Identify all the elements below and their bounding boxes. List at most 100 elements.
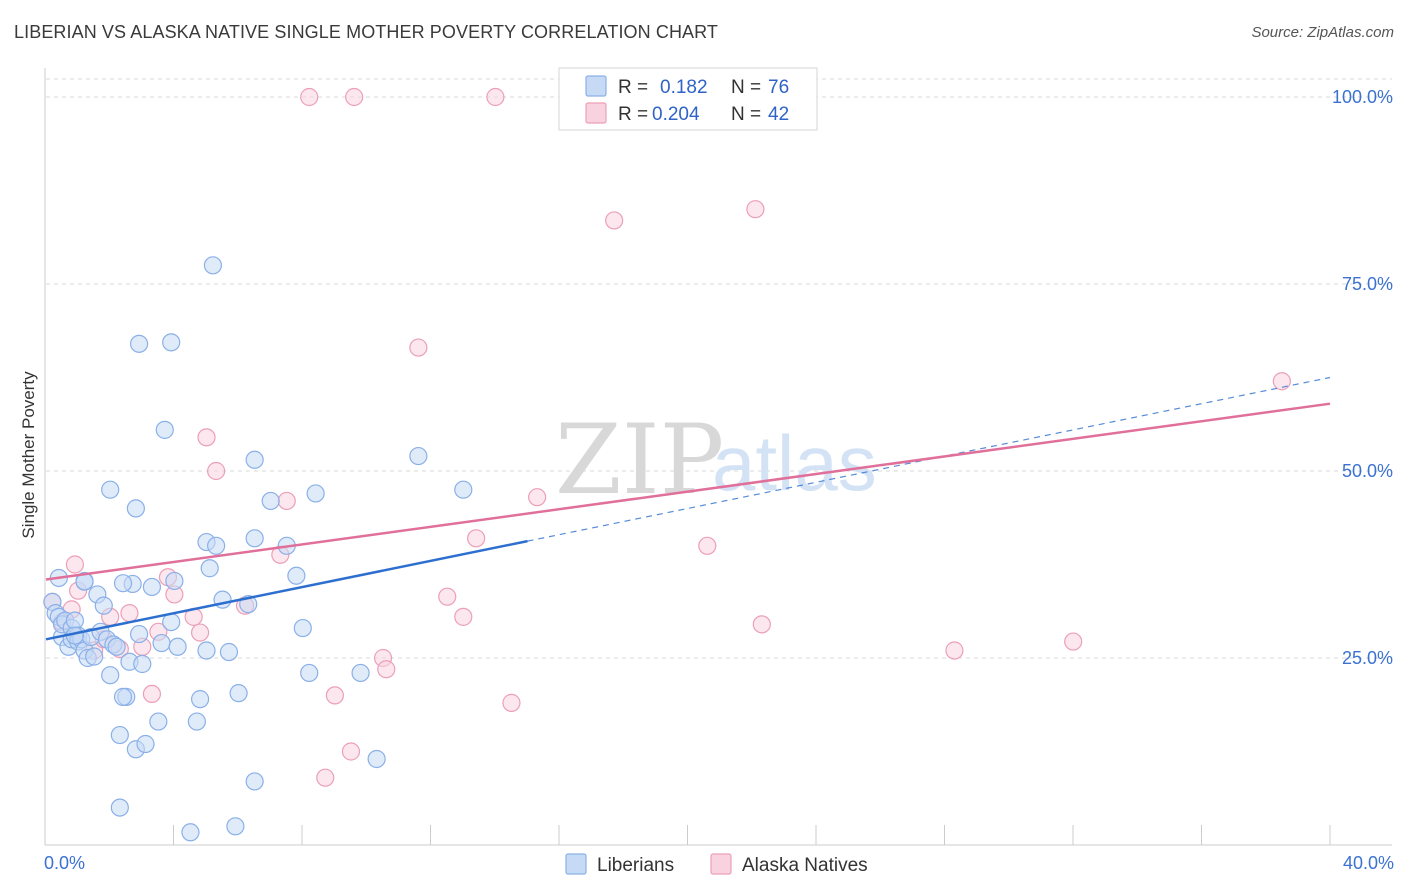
grid-layer <box>46 78 1392 659</box>
chart-title: LIBERIAN VS ALASKA NATIVE SINGLE MOTHER … <box>14 22 719 42</box>
alaska-point <box>945 641 964 660</box>
liberian-point <box>129 334 149 353</box>
liberian-point <box>367 749 386 769</box>
liberian-point <box>300 663 319 683</box>
liberian-point <box>287 566 306 585</box>
x-tick-labels: 0.0% 40.0% <box>44 853 1394 873</box>
liberian-point <box>306 484 325 503</box>
alaska-point <box>1064 632 1083 651</box>
liberian-point <box>409 446 428 466</box>
bottom-legend-label-liberians: Liberians <box>597 855 674 876</box>
alaska-point <box>207 461 226 481</box>
liberian-point <box>101 480 120 499</box>
liberian-point <box>226 817 245 836</box>
watermark: ZIP atlas <box>555 404 877 516</box>
liberian-point <box>165 571 184 591</box>
liberian-point <box>107 637 126 656</box>
liberian-point <box>155 420 174 439</box>
liberians-trend-line <box>45 539 528 641</box>
alaska-point <box>325 686 344 705</box>
liberian-point <box>200 559 219 578</box>
alaska-point <box>502 693 521 712</box>
top-legend: R = 0.182 N = 76 R = 0.204 N = 42 <box>558 67 818 131</box>
liberian-point <box>245 772 264 791</box>
y-tick-label-75: 75.0% <box>1342 274 1393 294</box>
liberian-point <box>129 624 149 644</box>
alaska-point <box>1272 372 1291 391</box>
alaska-point <box>746 200 765 219</box>
liberian-point <box>207 536 226 555</box>
legend-r-label-alaska: R = <box>618 104 648 125</box>
alaska-point <box>486 87 505 107</box>
liberian-point <box>187 712 206 731</box>
alaska-point <box>345 87 364 107</box>
trend-lines <box>45 376 1331 641</box>
bottom-legend: Liberians Alaska Natives <box>565 853 868 876</box>
legend-swatch-liberians <box>585 75 607 97</box>
liberian-point <box>101 666 120 685</box>
liberian-point <box>149 712 168 731</box>
liberian-point <box>181 823 200 842</box>
liberian-point <box>110 798 129 817</box>
alaska-point <box>120 604 139 623</box>
alaska-point <box>341 742 361 761</box>
alaska-point <box>698 536 717 555</box>
alaska-point <box>142 684 162 704</box>
liberian-point <box>110 725 129 745</box>
liberian-point <box>203 256 223 275</box>
legend-n-value-liberians: 76 <box>768 77 789 98</box>
bottom-legend-swatch-liberians <box>565 853 587 875</box>
x-tick-label-max: 40.0% <box>1343 853 1394 873</box>
liberian-point <box>126 499 145 518</box>
liberian-point <box>219 642 239 662</box>
alaska-trend-line <box>45 402 1331 581</box>
liberian-point <box>261 491 280 511</box>
legend-swatch-alaska <box>585 102 607 124</box>
liberian-point <box>293 618 312 638</box>
liberian-point <box>113 687 133 706</box>
liberian-point <box>168 637 187 656</box>
alaska-point <box>752 615 771 634</box>
alaska-point <box>467 529 486 548</box>
alaska-point <box>190 623 210 642</box>
liberian-point <box>133 654 152 674</box>
liberian-point <box>162 333 181 352</box>
liberian-point <box>245 450 264 469</box>
y-tick-labels: 25.0% 50.0% 75.0% 100.0% <box>1332 87 1393 668</box>
legend-n-value-alaska: 42 <box>768 104 789 125</box>
legend-r-value-liberians: 0.182 <box>660 77 708 98</box>
y-tick-label-50: 50.0% <box>1342 461 1393 481</box>
y-tick-label-100: 100.0% <box>1332 87 1393 107</box>
liberian-point <box>85 647 104 666</box>
legend-r-label-liberians: R = <box>618 77 648 98</box>
alaska-point <box>65 555 84 574</box>
liberian-point <box>229 684 248 703</box>
watermark-atlas: atlas <box>712 419 877 507</box>
alaska-point <box>438 587 457 606</box>
y-axis-title: Single Mother Poverty <box>19 371 38 539</box>
liberian-point <box>351 663 370 683</box>
liberian-point <box>94 596 113 615</box>
liberians-points <box>43 256 473 842</box>
liberian-point <box>245 529 264 548</box>
bottom-legend-label-alaska: Alaska Natives <box>742 855 868 876</box>
alaska-point <box>605 211 624 230</box>
alaska-point <box>528 488 547 507</box>
liberian-point <box>136 734 155 754</box>
liberian-point <box>190 690 210 709</box>
liberian-point <box>113 574 133 593</box>
legend-n-label-liberians: N = <box>731 77 761 98</box>
y-tick-label-25: 25.0% <box>1342 648 1393 668</box>
alaska-natives-points <box>43 87 1291 787</box>
alaska-point <box>316 768 335 787</box>
alaska-point <box>277 491 296 511</box>
alaska-point <box>454 607 473 626</box>
liberian-point <box>454 480 473 499</box>
alaska-point <box>409 338 428 357</box>
axis-layer <box>44 68 1392 846</box>
alaska-point <box>300 87 319 107</box>
liberian-point <box>142 577 162 597</box>
bottom-legend-swatch-alaska <box>710 853 732 875</box>
liberian-point <box>152 633 171 653</box>
liberian-point <box>197 641 216 660</box>
